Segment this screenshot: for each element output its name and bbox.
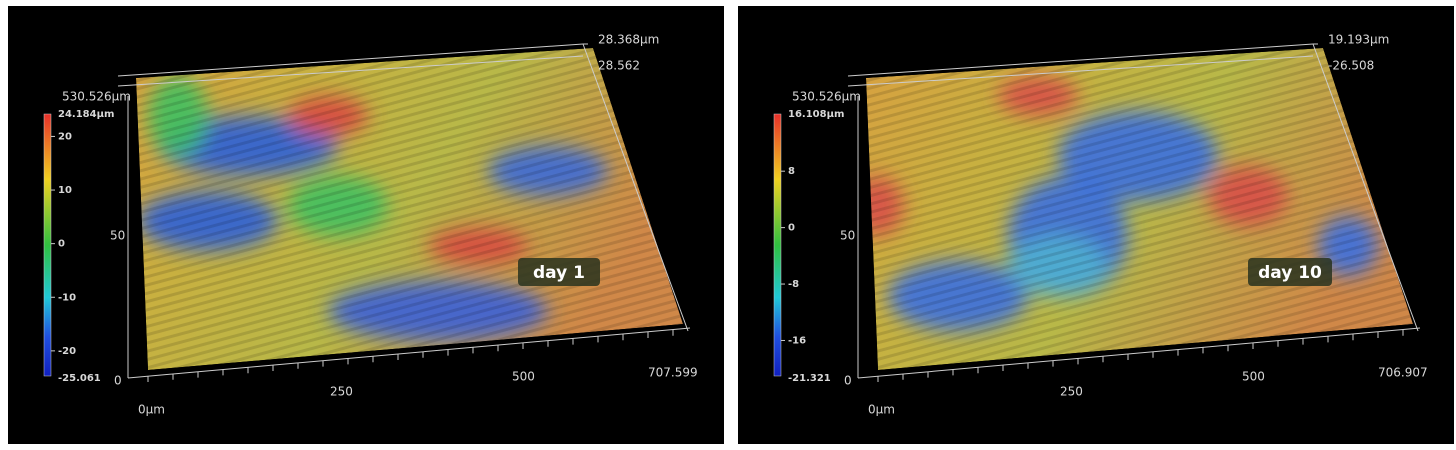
- side-label: 50: [840, 229, 855, 243]
- surface-texture: [136, 48, 683, 370]
- viewer-panel: 530.526µm 24.184µm -25.061 20 10 0 -10 -20 28.36…: [8, 6, 724, 444]
- tag-label: day 1: [533, 263, 585, 283]
- x-axis-label: 250: [1060, 385, 1083, 399]
- corner-label: 28.368µm: [598, 33, 659, 47]
- side-label: 50: [110, 229, 125, 243]
- x-axis-label: 706.907: [1378, 366, 1428, 380]
- scale-tick-label: -10: [58, 292, 76, 303]
- scale-min: -25.061: [58, 373, 101, 384]
- viewer-panel: 530.526µm 16.108µm -21.321 8 0 -8 -16 19.193µm -…: [738, 6, 1454, 444]
- axis-line: [1312, 43, 1419, 332]
- scale-tick-label: -20: [58, 346, 76, 357]
- x-axis-label: 250: [330, 385, 353, 399]
- corner-label: 19.193µm: [1328, 33, 1389, 47]
- x-axis-label: 0µm: [868, 403, 895, 417]
- scale-max: 24.184µm: [58, 109, 114, 120]
- surface-texture: [866, 48, 1413, 370]
- x-axis-label: 0µm: [138, 403, 165, 417]
- tag-box: [518, 258, 600, 286]
- axis-line: [117, 43, 584, 77]
- color-bar: [773, 113, 782, 377]
- x-axis-label: 500: [512, 370, 535, 384]
- axis-line: [582, 43, 689, 332]
- scale-tick-label: 0: [58, 239, 65, 250]
- origin-label: 0: [844, 374, 852, 388]
- scale-tick-label: 20: [58, 131, 72, 142]
- scale-tick-label: 10: [58, 185, 72, 196]
- surface: [136, 48, 683, 370]
- corner-label: -26.508: [1328, 59, 1374, 73]
- depth-label: 530.526µm: [792, 90, 861, 104]
- depth-label: 530.526µm: [62, 90, 131, 104]
- axis-line: [117, 55, 584, 87]
- origin-label: 0: [114, 374, 122, 388]
- axis-line: [847, 43, 1314, 77]
- scale-tick-label: -8: [788, 279, 799, 290]
- axis-line: [847, 55, 1314, 87]
- x-axis-label: 500: [1242, 370, 1265, 384]
- tag-box: [1248, 258, 1332, 286]
- scale-tick-label: -16: [788, 335, 806, 346]
- scale-tick-label: 0: [788, 223, 795, 234]
- surface: [866, 48, 1413, 370]
- scale-min: -21.321: [788, 373, 831, 384]
- tag-label: day 10: [1258, 263, 1322, 283]
- color-bar: [43, 113, 52, 377]
- x-axis-label: 707.599: [648, 366, 698, 380]
- scale-max: 16.108µm: [788, 109, 844, 120]
- corner-label: 28.562: [598, 59, 640, 73]
- axis-line: [127, 327, 691, 379]
- scale-tick-label: 8: [788, 166, 795, 177]
- axis-line: [857, 327, 1421, 379]
